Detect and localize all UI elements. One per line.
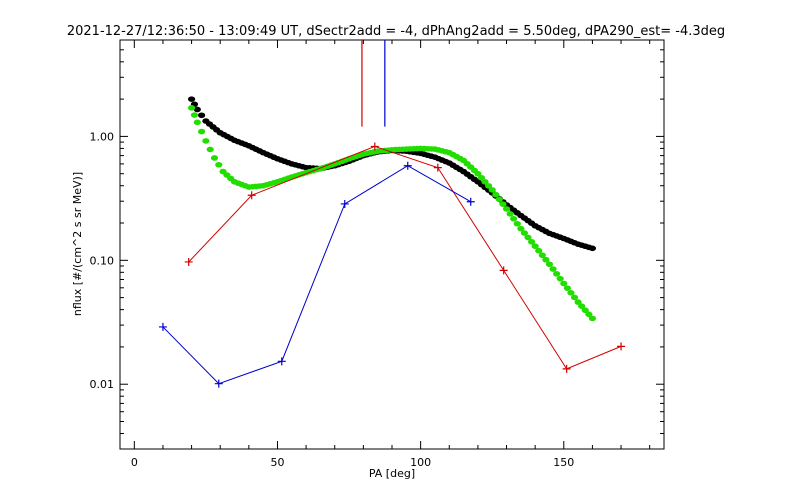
data-point	[187, 105, 196, 111]
data-point	[517, 225, 525, 232]
data-point	[524, 234, 532, 241]
data-point	[202, 138, 210, 144]
data-point	[340, 199, 349, 208]
data-point	[527, 239, 536, 245]
data-point	[474, 170, 482, 177]
data-point	[370, 142, 379, 151]
line-series	[158, 161, 475, 388]
y-tick-label: 0.01	[90, 378, 115, 391]
data-point	[588, 315, 597, 322]
data-point	[553, 271, 561, 277]
data-point	[247, 191, 256, 200]
data-point	[499, 266, 508, 275]
data-point	[184, 257, 193, 266]
data-point	[499, 201, 507, 207]
data-point	[206, 146, 214, 153]
data-point	[545, 261, 554, 268]
dots-series	[187, 105, 597, 322]
data-point	[477, 174, 486, 181]
data-point	[581, 307, 589, 314]
chart-title: 2021-12-27/12:36:50 - 13:09:49 UT, dSect…	[67, 24, 725, 39]
data-point	[549, 266, 557, 272]
data-point	[506, 211, 514, 217]
data-point	[520, 230, 529, 236]
data-point	[187, 96, 196, 102]
data-point	[485, 183, 493, 189]
data-point	[567, 289, 575, 296]
series-line	[162, 165, 471, 385]
data-point	[403, 161, 412, 170]
data-point	[542, 256, 550, 263]
data-point	[538, 252, 546, 259]
data-point	[556, 275, 564, 282]
axis-ticks: 0 50 100 150 0.01 0.10 1.00	[90, 39, 664, 469]
data-point	[560, 280, 568, 287]
data-point	[215, 161, 223, 168]
data-point	[492, 191, 500, 198]
data-point	[481, 179, 489, 185]
y-axis-title: nflux [#/(cm^2 s sr MeV)]	[71, 172, 84, 316]
data-point	[502, 206, 511, 212]
data-point	[510, 215, 518, 222]
data-point	[210, 155, 219, 161]
dots-series	[187, 96, 597, 252]
data-point	[570, 294, 579, 301]
data-point	[488, 187, 496, 193]
data-point	[198, 128, 206, 135]
x-tick-label: 0	[131, 456, 138, 469]
data-point	[193, 106, 201, 113]
data-point	[531, 243, 539, 249]
data-point	[535, 247, 543, 254]
series-layer	[158, 40, 626, 388]
data-point	[563, 285, 571, 291]
x-tick-label: 50	[270, 456, 284, 469]
data-point	[588, 245, 597, 252]
x-axis-title: PA [deg]	[369, 467, 415, 480]
data-point	[277, 357, 286, 366]
data-point	[513, 220, 521, 227]
data-point	[190, 112, 199, 118]
data-point	[193, 119, 201, 126]
y-tick-label: 0.10	[90, 254, 115, 267]
data-point	[585, 311, 593, 318]
data-point	[466, 197, 475, 206]
x-tick-label: 100	[410, 456, 431, 469]
data-point	[495, 196, 503, 203]
data-point	[617, 342, 626, 351]
series-line	[188, 145, 622, 370]
data-point	[578, 303, 586, 309]
data-point	[198, 112, 206, 119]
data-point	[158, 322, 167, 331]
x-tick-label: 150	[553, 456, 574, 469]
data-point	[214, 379, 223, 388]
y-tick-label: 1.00	[90, 130, 115, 143]
line-series	[184, 142, 626, 373]
data-point	[574, 299, 582, 305]
data-point	[562, 364, 571, 373]
data-point	[433, 163, 442, 172]
